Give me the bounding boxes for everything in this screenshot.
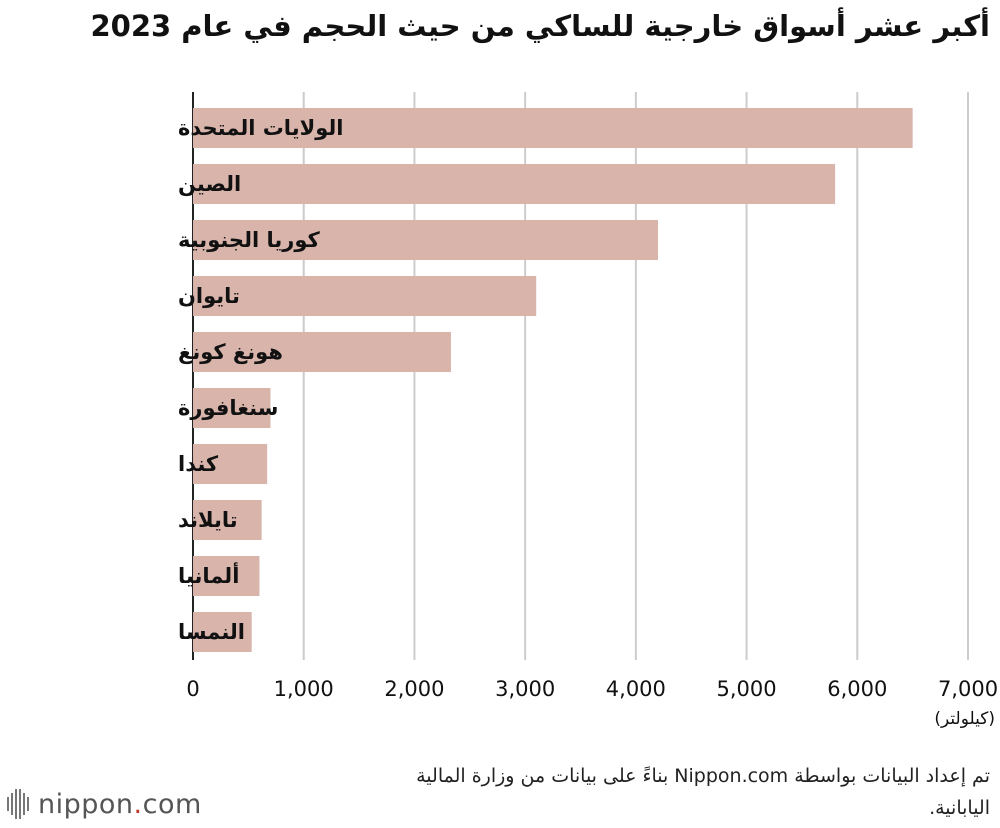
bar-chart: الولايات المتحدة الصين كوريا الجنوبية تايوا… <box>178 92 998 729</box>
bar <box>193 388 271 428</box>
source-note: تم إعداد البيانات بواسطة Nippon.com بناء… <box>416 765 990 819</box>
bar <box>193 444 268 484</box>
x-tick-label: 0 <box>186 677 199 701</box>
chart-title: أكبر عشر أسواق خارجية للساكي من حيث الحج… <box>90 9 990 43</box>
logo-suffix: com <box>142 788 202 820</box>
category-label: تايوان <box>178 284 240 308</box>
category-label: هونغ كونغ <box>178 340 283 364</box>
category-label: كندا <box>178 452 219 476</box>
bar <box>193 500 262 540</box>
category-label: تايلاند <box>178 508 238 532</box>
category-label: الولايات المتحدة <box>178 116 343 140</box>
logo-dot: . <box>133 788 143 820</box>
category-labels: الولايات المتحدة الصين كوريا الجنوبية تايوا… <box>178 116 343 644</box>
bar <box>193 108 913 148</box>
x-axis-ticks: 0 1,000 2,000 3,000 4,000 5,000 6,000 7,000 <box>186 677 998 701</box>
x-tick-label: 7,000 <box>938 677 998 701</box>
bar <box>193 332 451 372</box>
category-label: ألمانيا <box>178 561 239 588</box>
bar <box>193 220 658 260</box>
category-label: كوريا الجنوبية <box>178 228 320 252</box>
bars <box>193 108 913 652</box>
category-label: النمسا <box>178 620 245 644</box>
bar <box>193 276 537 316</box>
bar <box>193 556 260 596</box>
x-axis-unit-label: (كيلولتر) <box>934 709 995 729</box>
x-tick-label: 5,000 <box>717 677 777 701</box>
bar <box>193 164 836 204</box>
nippon-logo: nippon.com <box>6 784 202 824</box>
x-tick-label: 3,000 <box>495 677 555 701</box>
x-tick-label: 2,000 <box>384 677 444 701</box>
category-label: سنغافورة <box>178 396 278 420</box>
bar <box>193 612 252 652</box>
x-tick-label: 1,000 <box>274 677 334 701</box>
x-tick-label: 6,000 <box>827 677 887 701</box>
logo-text: nippon.com <box>38 789 202 820</box>
x-tick-label: 4,000 <box>606 677 666 701</box>
logo-brand: nippon <box>38 788 134 820</box>
logo-bars-icon <box>7 789 29 819</box>
category-label: الصين <box>178 172 241 196</box>
